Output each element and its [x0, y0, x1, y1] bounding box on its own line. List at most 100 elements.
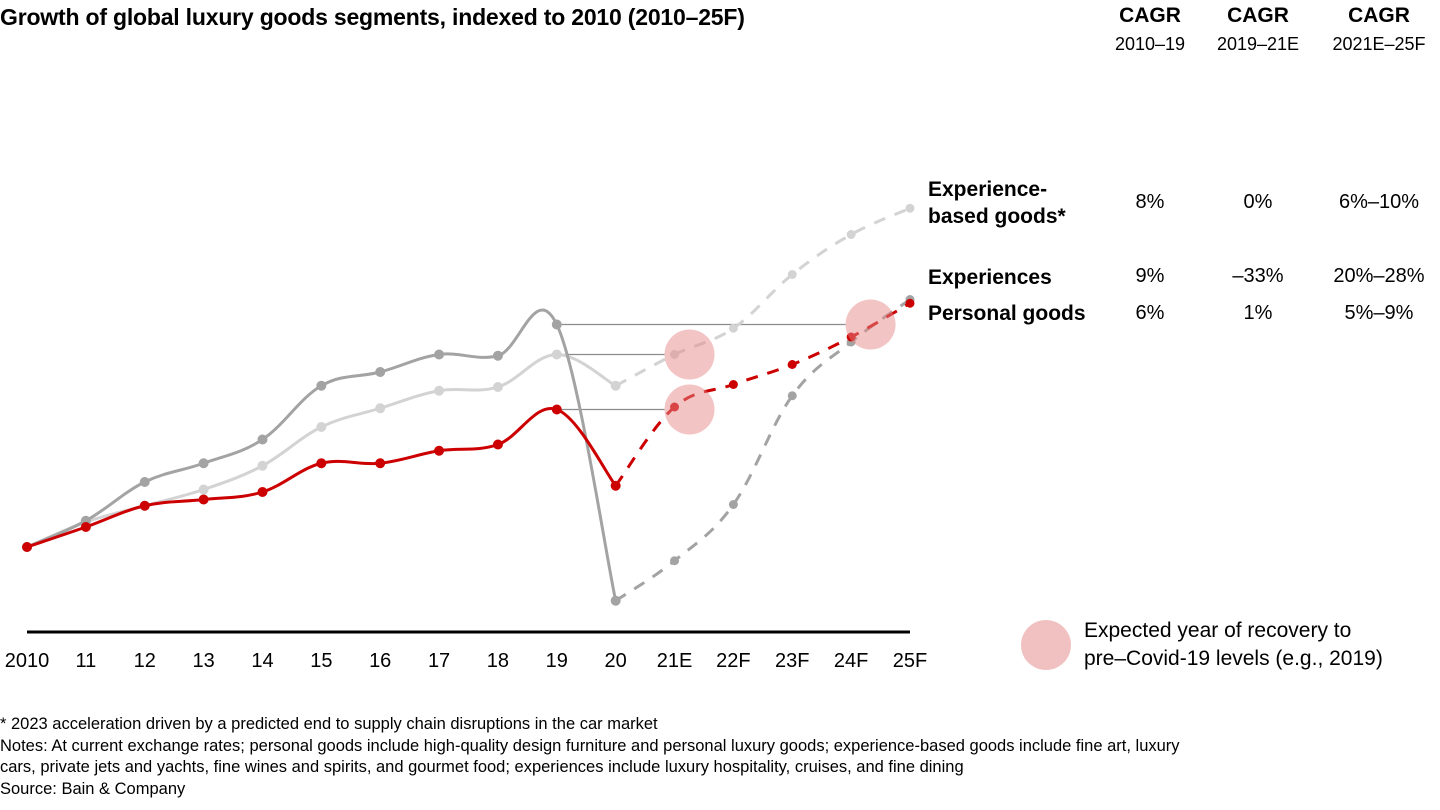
data-point	[787, 391, 797, 401]
x-axis-ticks: 2010 11 12 13 14 15 16 17 18 19 20 21E 22F 23F 24F 25F	[5, 650, 927, 672]
cagr-header-label: CAGR	[1119, 4, 1181, 27]
segment-label-line: based goods*	[928, 205, 1066, 228]
x-tick-label: 23F	[775, 650, 809, 672]
x-tick-label: 14	[251, 650, 273, 672]
cagr-header-2010-19: CAGR 2010–19	[1095, 4, 1205, 55]
data-point	[846, 230, 856, 239]
data-point	[22, 542, 32, 552]
series-experience-based-goods	[22, 203, 915, 552]
series-line-actual	[26, 308, 618, 602]
footnote-notes: Notes: At current exchange rates; person…	[0, 736, 1180, 755]
recovery-markers	[664, 299, 896, 435]
footnotes: * 2023 acceleration driven by a predicte…	[0, 714, 1180, 800]
data-point	[905, 203, 915, 213]
x-tick-label: 2010	[5, 650, 50, 672]
series-line-actual	[26, 406, 617, 549]
data-point	[257, 487, 268, 497]
footnote-notes: cars, private jets and yachts, fine wine…	[0, 758, 964, 776]
x-tick-label: 20	[605, 650, 627, 672]
x-tick-label: 17	[428, 650, 450, 672]
recovery-legend-text: Expected year of recovery to pre–Covid-1…	[1084, 617, 1383, 673]
cagr-header-2021e-25f: CAGR 2021E–25F	[1318, 4, 1440, 55]
data-point	[728, 323, 738, 333]
cagr-value: 9%	[1135, 265, 1165, 287]
data-point	[728, 380, 738, 389]
cagr-header-period: 2019–21E	[1216, 34, 1300, 54]
data-point	[375, 367, 386, 377]
data-point	[492, 439, 503, 450]
data-point	[728, 500, 738, 509]
data-point	[434, 349, 445, 360]
x-tick-label: 21E	[657, 650, 693, 672]
series-line-forecast	[614, 206, 911, 388]
data-point	[610, 595, 621, 606]
footnote-source: Source: Bain & Company	[0, 779, 186, 798]
segment-label-experiences: Experiences	[928, 266, 1052, 289]
cagr-value: 5%–9%	[1344, 302, 1414, 324]
segment-label-personal-goods: Personal goods	[928, 302, 1086, 325]
recovery-marker	[664, 384, 715, 435]
x-tick-label: 15	[310, 650, 332, 672]
data-point	[257, 434, 268, 445]
segment-label-line: Experience-	[928, 178, 1048, 201]
recovery-legend-swatch	[1021, 620, 1071, 670]
data-point	[198, 494, 209, 505]
data-point	[139, 500, 150, 511]
data-point	[551, 319, 562, 330]
data-point	[375, 458, 386, 469]
footnote-asterisk: * 2023 acceleration driven by a predicte…	[0, 715, 658, 733]
data-point	[139, 477, 150, 487]
data-point	[787, 360, 797, 369]
data-point	[551, 404, 562, 415]
data-point	[610, 380, 621, 391]
x-tick-label: 13	[192, 650, 214, 672]
cagr-header-period: 2010–19	[1114, 34, 1186, 54]
x-tick-label: 12	[134, 650, 156, 672]
recovery-marker	[845, 299, 896, 350]
data-point	[198, 484, 209, 495]
data-point	[316, 422, 327, 432]
cagr-value: 6%	[1135, 302, 1165, 324]
segment-label-experience-based-goods: Experience- based goods*	[928, 176, 1066, 230]
cagr-value: 6%–10%	[1338, 191, 1420, 213]
data-point	[80, 522, 91, 532]
legend-line: Expected year of recovery to	[1084, 619, 1352, 642]
cagr-value: 1%	[1243, 302, 1273, 324]
data-point	[434, 385, 445, 396]
x-tick-label: 18	[487, 650, 509, 672]
series-personal-goods	[22, 298, 915, 552]
data-point	[257, 460, 268, 471]
data-point	[492, 382, 503, 392]
cagr-value: 8%	[1135, 191, 1165, 213]
x-tick-label: 16	[369, 650, 391, 672]
data-point	[670, 556, 680, 566]
chart-title: Growth of global luxury goods segments, …	[0, 4, 745, 30]
data-point	[316, 458, 327, 469]
cagr-header-2019-21e: CAGR 2019–21E	[1203, 4, 1313, 55]
series-layer	[22, 203, 915, 606]
cagr-header-period: 2021E–25F	[1332, 34, 1426, 54]
data-point	[316, 380, 327, 391]
data-point	[434, 445, 445, 456]
data-point	[905, 298, 915, 308]
cagr-header-label: CAGR	[1348, 4, 1410, 27]
data-point	[198, 458, 209, 469]
data-point	[787, 270, 797, 279]
recovery-marker	[664, 329, 715, 380]
x-tick-label: 19	[546, 650, 568, 672]
x-tick-label: 24F	[834, 650, 868, 672]
cagr-value: 0%	[1243, 191, 1273, 213]
x-tick-label: 11	[75, 650, 96, 672]
x-tick-label: 25F	[893, 650, 927, 672]
data-point	[492, 350, 503, 361]
cagr-header-label: CAGR	[1227, 4, 1289, 27]
recovery-connector-lines	[556, 323, 846, 411]
data-point	[375, 403, 386, 414]
x-tick-label: 22F	[716, 650, 750, 672]
legend-line: pre–Covid-19 levels (e.g., 2019)	[1084, 647, 1383, 670]
cagr-value: 20%–28%	[1333, 265, 1425, 287]
cagr-value: –33%	[1232, 265, 1284, 287]
data-point	[551, 349, 562, 360]
data-point	[610, 480, 621, 491]
